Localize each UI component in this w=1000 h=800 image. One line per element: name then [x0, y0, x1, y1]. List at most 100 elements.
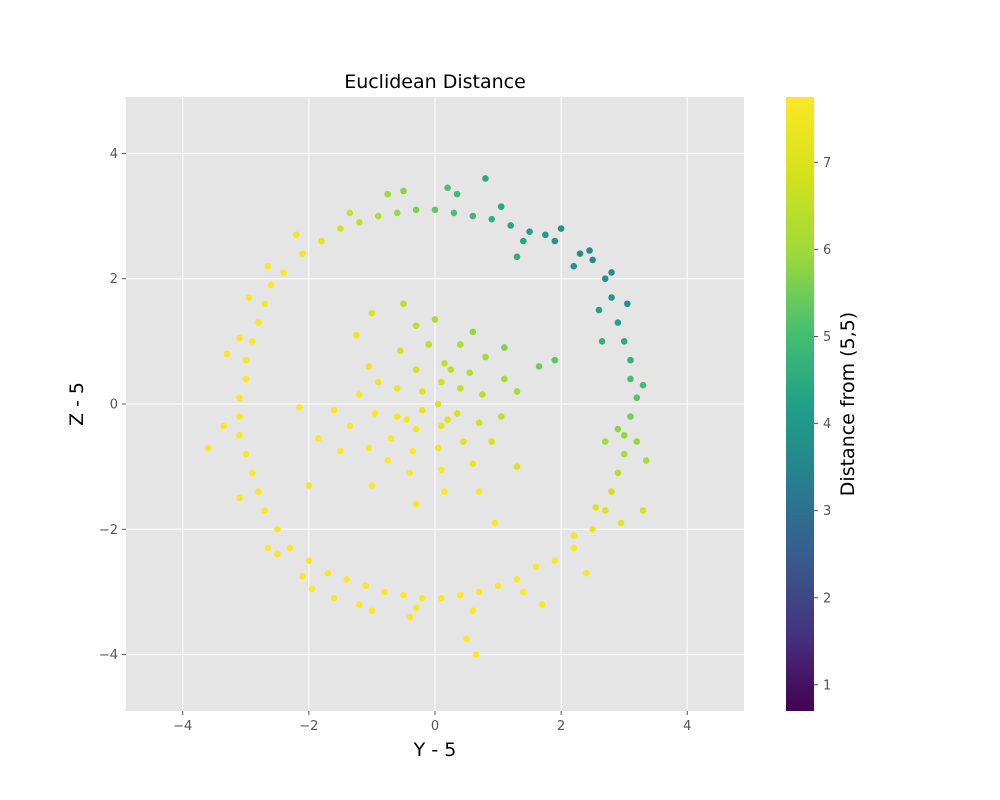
data-point	[469, 212, 477, 220]
data-point	[431, 316, 439, 323]
data-point	[412, 366, 420, 373]
data-point	[406, 613, 414, 621]
data-point	[469, 328, 477, 336]
data-point	[513, 253, 521, 261]
data-point	[324, 569, 332, 577]
data-point	[274, 526, 281, 533]
data-point	[236, 432, 243, 439]
data-point	[296, 403, 303, 411]
data-point	[438, 422, 445, 430]
data-point	[501, 375, 508, 383]
data-point	[482, 353, 489, 361]
data-point	[255, 488, 262, 496]
data-point	[463, 635, 470, 643]
data-point	[412, 206, 420, 214]
data-point	[403, 416, 410, 423]
x-tick-label: −2	[299, 719, 318, 734]
data-point	[264, 544, 272, 552]
data-point	[551, 557, 559, 564]
data-point	[393, 413, 401, 420]
data-point	[633, 438, 641, 445]
data-point	[627, 375, 634, 383]
data-point	[444, 184, 451, 192]
data-point	[444, 416, 451, 423]
colorbar-tick-label: 2	[823, 591, 831, 606]
data-point	[491, 519, 499, 527]
data-point	[384, 457, 392, 464]
data-point	[551, 356, 559, 364]
data-point	[472, 651, 480, 658]
data-point	[368, 607, 376, 615]
data-point	[601, 275, 609, 282]
x-tick-label: 2	[557, 719, 565, 734]
data-point	[299, 250, 306, 257]
data-point	[248, 469, 256, 477]
data-point	[419, 388, 426, 395]
data-point	[274, 551, 281, 558]
data-point	[393, 385, 401, 392]
data-point	[393, 209, 401, 217]
colorbar-tick-label: 5	[823, 330, 831, 345]
data-point	[384, 190, 392, 198]
x-tick-label: −4	[173, 719, 192, 734]
data-point	[614, 319, 622, 326]
data-point	[478, 391, 486, 398]
data-point	[627, 356, 634, 364]
data-point	[236, 413, 243, 420]
colorbar-tick-label: 3	[823, 504, 831, 519]
data-point	[608, 269, 615, 276]
data-point	[255, 319, 262, 326]
data-point	[469, 607, 477, 615]
data-point	[346, 209, 354, 217]
data-point	[620, 338, 628, 345]
data-point	[400, 187, 407, 195]
data-point	[261, 300, 269, 308]
data-point	[614, 469, 622, 477]
data-point	[475, 488, 483, 496]
data-point	[412, 604, 420, 611]
colorbar-tick-label: 1	[823, 678, 831, 693]
data-point	[343, 576, 351, 583]
colorbar-label: Distance from (5,5)	[837, 312, 859, 496]
data-point	[365, 363, 373, 370]
data-point	[419, 406, 426, 414]
data-point	[242, 375, 250, 383]
data-point	[305, 557, 313, 564]
data-point	[456, 341, 464, 348]
data-point	[513, 463, 521, 470]
data-point	[374, 378, 382, 386]
data-point	[466, 369, 473, 376]
data-point	[488, 438, 496, 445]
colorbar	[786, 97, 814, 711]
data-point	[368, 309, 376, 317]
data-point	[482, 175, 489, 182]
data-point	[538, 601, 546, 608]
y-tick-label: −4	[99, 648, 118, 663]
data-point	[400, 591, 407, 599]
data-point	[441, 488, 448, 496]
data-point	[557, 225, 565, 232]
data-point	[356, 601, 363, 608]
colorbar-tick-label: 6	[823, 243, 831, 258]
data-point	[601, 438, 609, 445]
data-point	[318, 237, 325, 245]
data-point	[280, 269, 287, 276]
data-point	[608, 488, 615, 496]
data-point	[620, 450, 628, 458]
y-tick-label: 4	[110, 147, 118, 162]
data-point	[519, 588, 527, 596]
data-point	[614, 425, 622, 433]
data-point	[475, 588, 483, 596]
data-point	[264, 262, 272, 270]
y-tick-label: 2	[110, 272, 118, 287]
data-point	[236, 494, 243, 502]
data-point	[608, 294, 615, 301]
data-point	[371, 410, 379, 417]
data-point	[362, 582, 369, 589]
data-point	[434, 444, 442, 452]
data-point	[397, 347, 404, 355]
data-point	[589, 526, 596, 533]
data-point	[400, 300, 407, 308]
data-point	[356, 391, 363, 398]
data-point	[447, 366, 455, 373]
